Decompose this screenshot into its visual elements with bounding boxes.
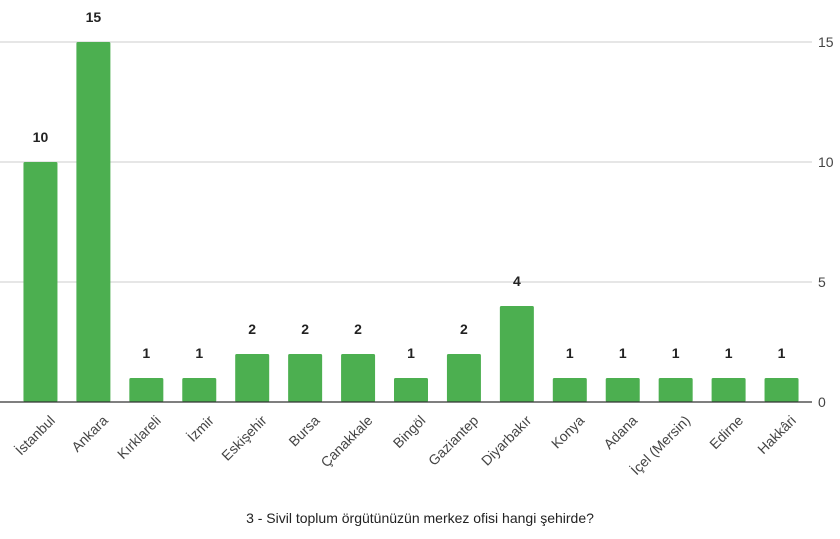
data-labels: 10 15 1 1 2 2 2 1 2 4 1 1 1 1 1 <box>33 9 786 361</box>
data-label: 2 <box>248 321 256 337</box>
data-label: 10 <box>33 129 49 145</box>
y-tick-label: 0 <box>818 394 826 410</box>
bars <box>23 42 799 402</box>
bar <box>552 378 587 402</box>
bar <box>23 162 58 402</box>
bar <box>605 378 640 402</box>
x-tick-label: Hakkâri <box>754 412 799 457</box>
data-label: 1 <box>778 345 786 361</box>
bar <box>76 42 111 402</box>
bar <box>764 378 799 402</box>
bar <box>711 378 746 402</box>
y-tick-label: 10 <box>818 154 834 170</box>
data-label: 2 <box>354 321 362 337</box>
chart-title: 3 - Sivil toplum örgütünüzün merkez ofis… <box>246 510 594 526</box>
x-axis-ticks: İstanbul Ankara Kırklareli İzmir Eskişehir Bu… <box>11 411 799 478</box>
y-axis-ticks: 0 5 10 15 <box>818 34 834 410</box>
x-tick-label: Çanakkale <box>317 412 375 470</box>
x-tick-label: Ankara <box>68 412 111 455</box>
data-label: 4 <box>513 273 521 289</box>
bar <box>235 354 270 402</box>
bar <box>446 354 481 402</box>
data-label: 1 <box>566 345 574 361</box>
data-label: 2 <box>460 321 468 337</box>
y-tick-label: 5 <box>818 274 826 290</box>
x-tick-label: Gaziantep <box>425 412 482 469</box>
bar <box>499 306 534 402</box>
x-tick-label: Bursa <box>285 412 322 449</box>
bar <box>341 354 376 402</box>
data-label: 1 <box>142 345 150 361</box>
data-label: 1 <box>725 345 733 361</box>
y-tick-label: 15 <box>818 34 834 50</box>
bar <box>394 378 428 402</box>
bar <box>129 378 164 402</box>
x-tick-label: Bingöl <box>390 412 429 451</box>
data-label: 1 <box>672 345 680 361</box>
data-label: 1 <box>195 345 203 361</box>
bar <box>182 378 217 402</box>
data-label: 15 <box>86 9 102 25</box>
x-tick-label: Kırklareli <box>114 412 164 462</box>
data-label: 1 <box>407 345 415 361</box>
bar <box>658 378 693 402</box>
x-tick-label: Edirne <box>706 412 746 452</box>
data-label: 2 <box>301 321 309 337</box>
x-tick-label: Eskişehir <box>218 412 270 464</box>
data-label: 1 <box>619 345 627 361</box>
bar <box>288 354 323 402</box>
x-tick-label: Konya <box>548 412 588 452</box>
gridlines <box>0 41 812 283</box>
x-tick-label: Diyarbakır <box>478 412 535 469</box>
x-tick-label: İzmir <box>183 411 217 445</box>
x-tick-label: İstanbul <box>11 411 58 458</box>
x-tick-label: Adana <box>600 412 640 452</box>
